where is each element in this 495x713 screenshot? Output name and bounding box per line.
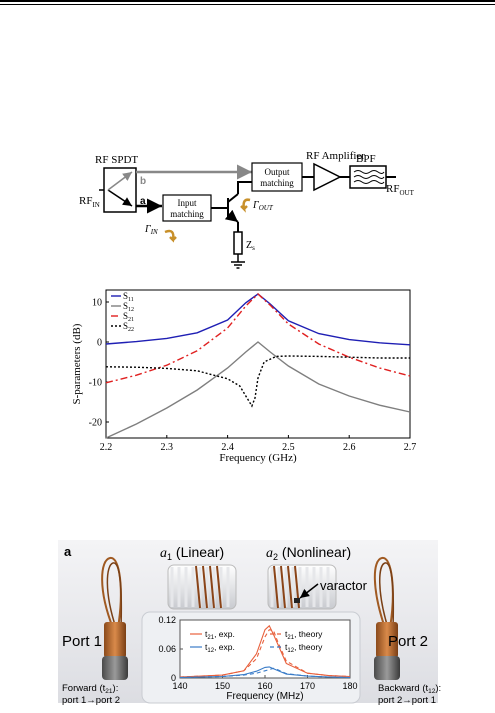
zs-resistor — [233, 231, 243, 255]
x-tick-label: 2.3 — [161, 442, 174, 453]
y-tick-label: 10 — [92, 297, 102, 308]
inset-legend-label: t21, exp. — [205, 629, 235, 641]
varactor-chip — [294, 598, 300, 603]
rf-out-label: RFOUT — [386, 183, 415, 197]
series-line-t21-theory — [179, 629, 351, 678]
port1-label: Port 1 — [62, 633, 102, 650]
bpf-wave-icon — [353, 170, 385, 184]
y-tick-label: 0 — [97, 337, 102, 348]
x-tick-label: 2.6 — [343, 442, 356, 453]
x-tick-label: 170 — [300, 681, 315, 691]
bpf-box — [349, 165, 387, 189]
varactor-pointer — [299, 583, 319, 599]
x-tick-label: 2.5 — [282, 442, 295, 453]
photo-panel: a — [58, 540, 441, 706]
port1-antenna — [101, 557, 128, 680]
y-tick-label: 0.12 — [158, 615, 176, 625]
x-tick-label: 140 — [172, 681, 187, 691]
x-tick-label: 180 — [342, 681, 357, 691]
y-axis-label: S-parameters (dB) — [71, 323, 83, 404]
gamma-in-arrow-icon — [164, 229, 177, 243]
a1-label: a1 (Linear) — [160, 544, 224, 562]
x-tick-label: 2.4 — [221, 442, 234, 453]
rf-in-label: RFIN — [79, 195, 100, 209]
bpf-label: BPF — [356, 153, 376, 165]
series-line-s11 — [105, 293, 411, 346]
x-tick-label: 160 — [257, 681, 272, 691]
panel-label: a — [64, 544, 72, 559]
output-matching-line2: matching — [260, 178, 294, 188]
zs-label: Zs — [246, 240, 255, 252]
amplifier-triangle-icon — [313, 162, 342, 192]
input-matching-line1: Input — [178, 198, 197, 208]
spdt-arm-b — [107, 171, 133, 191]
inset-legend-label: t12, exp. — [205, 642, 235, 654]
coil-a1 — [167, 564, 237, 610]
rf-spdt-label: RF SPDT — [95, 154, 138, 166]
backward-label-line1: Backward (t12): — [378, 683, 441, 695]
series-line-s22 — [105, 355, 410, 408]
y-tick-label: -20 — [89, 417, 102, 428]
series-line-t12-theory — [179, 667, 351, 679]
x-axis-label: Frequency (MHz) — [226, 691, 303, 702]
port-a-label: a — [140, 196, 146, 207]
coil-a2 — [267, 564, 337, 610]
gamma-out-label: ΓOUT — [252, 200, 274, 212]
legend-label: S22 — [123, 321, 134, 333]
forward-label-line1: Forward (t21): — [62, 683, 118, 695]
spdt-arm-a — [107, 189, 133, 207]
drain-to-output — [237, 181, 252, 194]
rf-amplifier-label: RF Amplifier — [306, 150, 365, 162]
y-tick-label: -10 — [89, 377, 102, 388]
legend-label: S11 — [123, 291, 134, 303]
x-tick-label: 2.7 — [404, 442, 417, 453]
port-b-label: b — [140, 176, 146, 187]
x-tick-label: 2.2 — [100, 442, 113, 453]
output-matching-line1: Output — [264, 167, 290, 177]
varactor-label: varactor — [320, 578, 368, 593]
transmission-inset-chart: 140 150 160 170 180 0.12 0.06 0 Frequency (MHz) t… — [158, 615, 357, 702]
forward-label-line2: port 1→port 2 — [62, 695, 120, 706]
gamma-out-arrow-icon — [240, 198, 251, 213]
inset-legend-label: t21, theory — [285, 629, 323, 641]
circuit-diagram: RF SPDT RFIN b a Input matching Zs Γ — [79, 150, 415, 269]
inset-legend-label: t12, theory — [285, 642, 323, 654]
y-tick-label: 0 — [171, 673, 176, 683]
series-line-s21 — [105, 293, 411, 384]
x-tick-label: 150 — [215, 681, 230, 691]
backward-label-line2: port 2→port 1 — [378, 695, 436, 706]
x-axis-label: Frequency (GHz) — [219, 452, 297, 464]
gamma-in-label: ΓIN — [144, 224, 158, 236]
port2-label: Port 2 — [388, 633, 428, 650]
transistor-drain — [227, 193, 239, 203]
a2-label: a2 (Nonlinear) — [266, 544, 351, 562]
plot-frame — [105, 289, 411, 439]
s-parameter-chart: 2.2 2.3 2.4 2.5 2.6 2.7 10 0 -10 -20 Frequency (GH… — [71, 289, 417, 464]
ground-icon — [231, 261, 245, 269]
top-rule — [0, 0, 495, 5]
legend-label: S12 — [123, 301, 134, 313]
y-tick-label: 0.06 — [158, 644, 176, 654]
input-matching-line2: matching — [170, 209, 204, 219]
port2-antenna — [373, 557, 400, 680]
transistor-source — [224, 209, 239, 223]
legend-label: S21 — [123, 311, 134, 323]
series-line-s12 — [105, 341, 411, 439]
